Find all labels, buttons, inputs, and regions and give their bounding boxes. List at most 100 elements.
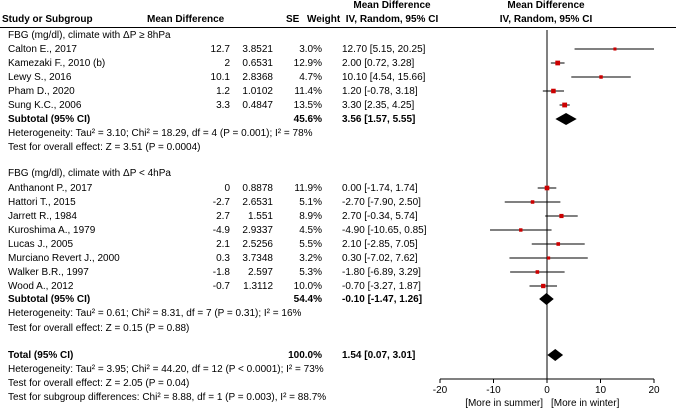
header-study: Study or Subgroup xyxy=(2,14,93,25)
header-se: SE xyxy=(286,14,300,25)
study-se: 1.0102 xyxy=(242,86,273,97)
x-label-left: [More in summer] xyxy=(465,398,543,409)
x-tick-label: 10 xyxy=(595,385,607,396)
study-se: 2.5256 xyxy=(242,239,273,250)
point-estimate xyxy=(562,102,568,108)
study-se: 1.3112 xyxy=(243,281,273,292)
total-overall-effect-text: Test for overall effect: Z = 2.05 (P = 0… xyxy=(8,378,190,389)
study-ci: 2.00 [0.72, 3.28] xyxy=(342,58,415,69)
overall-effect-text: Test for overall effect: Z = 0.15 (P = 0… xyxy=(8,323,190,334)
point-estimate xyxy=(551,88,556,94)
subtotal-diamond xyxy=(539,293,554,305)
point-estimate xyxy=(535,270,540,274)
study-ci: -1.80 [-6.89, 3.29] xyxy=(342,267,421,278)
study-md: -4.9 xyxy=(212,225,230,236)
header-ci-sub: IV, Random, 95% CI xyxy=(345,14,439,25)
subtotal-label: Subtotal (95% CI) xyxy=(8,294,91,305)
header-plot-sub: IV, Random, 95% CI xyxy=(499,14,593,25)
total-heterogeneity-text: Heterogeneity: Tau² = 3.95; Chi² = 44.20… xyxy=(8,364,324,375)
total-ci: 1.54 [0.07, 3.01] xyxy=(342,350,416,361)
study-ci: 2.10 [-2.85, 7.05] xyxy=(342,239,418,250)
subtotal-ci: 3.56 [1.57, 5.55] xyxy=(342,114,416,125)
study-name: Walker B.R., 1997 xyxy=(8,267,89,278)
study-name: Kuroshima A., 1979 xyxy=(8,225,96,236)
study-md: 0 xyxy=(224,183,230,194)
study-name: Sung K.C., 2006 xyxy=(8,100,82,111)
study-ci: 3.30 [2.35, 4.25] xyxy=(342,100,415,111)
study-md: 2 xyxy=(224,58,230,69)
study-name: Jarrett R., 1984 xyxy=(8,211,77,222)
study-ci: 1.20 [-0.78, 3.18] xyxy=(342,86,418,97)
study-md: 2.1 xyxy=(216,239,230,250)
study-se: 2.597 xyxy=(247,267,273,278)
header-mean-difference: Mean Difference xyxy=(147,14,225,25)
subtotal-weight: 45.6% xyxy=(293,114,322,125)
total-diamond xyxy=(547,349,564,361)
study-se: 1.551 xyxy=(247,211,273,222)
study-weight: 11.9% xyxy=(294,183,322,194)
total-weight: 100.0% xyxy=(288,350,322,361)
total-label: Total (95% CI) xyxy=(8,350,74,361)
study-se: 0.4847 xyxy=(242,100,273,111)
point-estimate xyxy=(556,242,561,246)
study-name: Kamezaki F., 2010 (b) xyxy=(8,58,106,69)
study-name: Lewy S., 2016 xyxy=(8,72,72,83)
study-ci: -0.70 [-3.27, 1.87] xyxy=(342,281,421,292)
study-md: 3.3 xyxy=(216,100,230,111)
group-2-title: FBG (mg/dl), climate with ΔP < 4hPa xyxy=(8,168,171,179)
study-ci: -2.70 [-7.90, 2.50] xyxy=(342,197,421,208)
study-name: Hattori T., 2015 xyxy=(8,197,76,208)
study-se: 0.6531 xyxy=(242,58,273,69)
study-ci: 10.10 [4.54, 15.66] xyxy=(342,72,426,83)
study-se: 0.8878 xyxy=(242,183,273,194)
study-weight: 5.3% xyxy=(299,267,322,278)
study-name: Murciano Revert J., 2000 xyxy=(8,253,120,264)
point-estimate xyxy=(519,228,523,232)
point-estimate xyxy=(547,256,551,260)
x-tick-label: 20 xyxy=(648,385,660,396)
group-1-title: FBG (mg/dl), climate with ΔP ≥ 8hPa xyxy=(8,30,171,41)
x-label-right: [More in winter] xyxy=(551,398,620,409)
header-plot-title: Mean Difference xyxy=(507,0,585,11)
header-weight: Weight xyxy=(307,14,341,25)
header-ci-title: Mean Difference xyxy=(353,0,431,11)
study-name: Pham D., 2020 xyxy=(8,86,75,97)
study-se: 2.8368 xyxy=(242,72,273,83)
study-md: -2.7 xyxy=(212,197,230,208)
point-estimate xyxy=(599,75,603,79)
study-name: Anthanont P., 2017 xyxy=(8,183,93,194)
x-tick-label: -20 xyxy=(433,385,448,396)
study-weight: 4.7% xyxy=(299,72,322,83)
study-se: 2.6531 xyxy=(242,197,273,208)
x-tick-label: -10 xyxy=(486,385,501,396)
subtotal-diamond xyxy=(555,113,577,125)
study-weight: 4.5% xyxy=(299,225,322,236)
header-rule xyxy=(0,27,676,28)
subtotal-ci: -0.10 [-1.47, 1.26] xyxy=(342,294,423,305)
study-weight: 5.5% xyxy=(299,239,322,250)
point-estimate xyxy=(555,60,561,66)
study-ci: 2.70 [-0.34, 5.74] xyxy=(342,211,418,222)
study-ci: 0.30 [-7.02, 7.62] xyxy=(342,253,418,264)
study-md: 2.7 xyxy=(216,211,230,222)
study-se: 3.8521 xyxy=(242,44,273,55)
point-estimate xyxy=(613,47,617,51)
study-name: Calton E., 2017 xyxy=(8,44,77,55)
study-se: 2.9337 xyxy=(242,225,273,236)
study-weight: 10.0% xyxy=(293,281,322,292)
point-estimate xyxy=(559,213,564,219)
study-ci: 0.00 [-1.74, 1.74] xyxy=(342,183,418,194)
study-ci: -4.90 [-10.65, 0.85] xyxy=(342,225,427,236)
subgroup-differences-text: Test for subgroup differences: Chi² = 8.… xyxy=(8,392,327,403)
study-ci: 12.70 [5.15, 20.25] xyxy=(342,44,426,55)
study-name: Lucas J., 2005 xyxy=(8,239,74,250)
study-md: 10.1 xyxy=(210,72,230,83)
study-md: -1.8 xyxy=(212,267,230,278)
study-weight: 3.0% xyxy=(299,44,322,55)
study-weight: 3.2% xyxy=(299,253,322,264)
point-estimate xyxy=(544,185,550,191)
point-estimate xyxy=(541,283,546,289)
x-tick-label: 0 xyxy=(544,385,550,396)
heterogeneity-text: Heterogeneity: Tau² = 0.61; Chi² = 8.31,… xyxy=(8,308,302,319)
